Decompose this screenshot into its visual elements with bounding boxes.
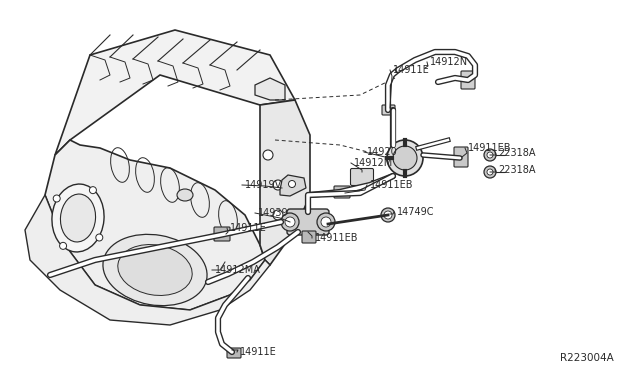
Circle shape	[487, 169, 493, 175]
FancyBboxPatch shape	[461, 71, 475, 89]
Ellipse shape	[177, 189, 193, 201]
Circle shape	[484, 149, 496, 161]
Text: 14911EB: 14911EB	[315, 233, 358, 243]
Circle shape	[393, 146, 417, 170]
Polygon shape	[280, 175, 306, 196]
Circle shape	[263, 150, 273, 160]
Circle shape	[381, 208, 395, 222]
Ellipse shape	[60, 194, 95, 242]
Text: 14912MA: 14912MA	[215, 265, 261, 275]
FancyBboxPatch shape	[351, 169, 374, 186]
Circle shape	[384, 211, 392, 219]
FancyBboxPatch shape	[382, 105, 395, 115]
Text: 14911E: 14911E	[393, 65, 429, 75]
Circle shape	[96, 234, 103, 241]
Circle shape	[53, 195, 60, 202]
Text: 22318A: 22318A	[498, 148, 536, 158]
Circle shape	[90, 187, 97, 194]
Ellipse shape	[52, 184, 104, 252]
Polygon shape	[25, 195, 270, 325]
Polygon shape	[55, 30, 295, 155]
Ellipse shape	[118, 244, 192, 295]
Text: 14749C: 14749C	[397, 207, 435, 217]
FancyBboxPatch shape	[287, 209, 329, 235]
Polygon shape	[260, 100, 310, 265]
Circle shape	[387, 140, 423, 176]
FancyBboxPatch shape	[334, 186, 350, 198]
Ellipse shape	[103, 234, 207, 306]
Text: 14911E: 14911E	[230, 223, 267, 233]
Circle shape	[484, 166, 496, 178]
Circle shape	[281, 213, 299, 231]
Text: 14939: 14939	[258, 208, 289, 218]
Text: 14912M: 14912M	[354, 158, 393, 168]
Circle shape	[60, 242, 67, 249]
Text: 14911EB: 14911EB	[370, 180, 413, 190]
Text: 14919V: 14919V	[245, 180, 282, 190]
Circle shape	[487, 152, 493, 158]
Text: 14920: 14920	[367, 147, 397, 157]
FancyBboxPatch shape	[454, 147, 468, 167]
Circle shape	[273, 210, 283, 220]
FancyBboxPatch shape	[214, 227, 230, 241]
Circle shape	[289, 180, 296, 187]
FancyBboxPatch shape	[227, 348, 241, 358]
FancyBboxPatch shape	[302, 231, 316, 243]
Circle shape	[321, 217, 331, 227]
Text: 14911EB: 14911EB	[468, 143, 511, 153]
Circle shape	[317, 213, 335, 231]
Polygon shape	[45, 140, 265, 310]
Text: 22318A: 22318A	[498, 165, 536, 175]
Circle shape	[285, 217, 295, 227]
Text: 14911E: 14911E	[240, 347, 276, 357]
Circle shape	[273, 180, 283, 190]
Polygon shape	[255, 78, 285, 100]
Text: R223004A: R223004A	[560, 353, 614, 363]
Text: 14912N: 14912N	[430, 57, 468, 67]
